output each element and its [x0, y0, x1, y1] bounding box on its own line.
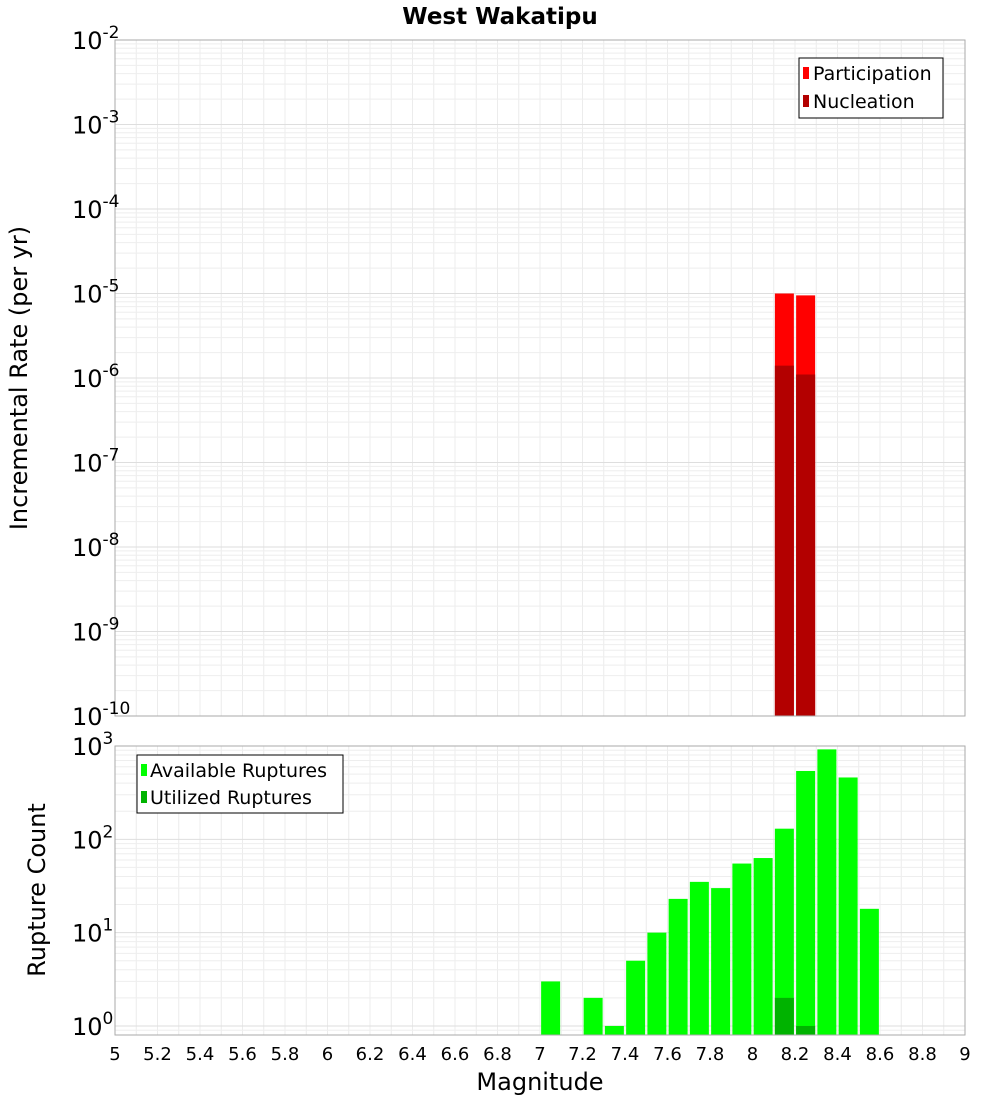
- overlay-bar-nucleation: [796, 374, 816, 716]
- y-tick-label: 100: [72, 1009, 113, 1041]
- x-tick-label: 9: [959, 1044, 970, 1065]
- bar-available-ruptures: [817, 749, 837, 1035]
- y-tick-label: 10-9: [72, 615, 120, 647]
- x-tick-label: 7.8: [696, 1044, 725, 1065]
- legend-label-available: Available Ruptures: [150, 760, 327, 782]
- legend-label-utilized: Utilized Ruptures: [150, 787, 312, 809]
- rate-legend-box: [798, 57, 944, 119]
- bar-available-ruptures: [732, 863, 752, 1035]
- legend-swatch-utilized: [141, 791, 147, 803]
- y-tick-label: 10-4: [72, 192, 120, 224]
- y-tick-label: 101: [72, 916, 113, 948]
- rate-bars: [774, 293, 816, 716]
- x-tick-label: 6: [322, 1044, 333, 1065]
- y-tick-label: 10-10: [72, 699, 130, 731]
- x-tick-label: 5.4: [186, 1044, 215, 1065]
- x-tick-label: 6.4: [398, 1044, 427, 1065]
- count-legend: Available Ruptures Utilized Ruptures: [136, 754, 344, 814]
- bar-available-ruptures: [541, 981, 561, 1035]
- x-tick-label: 5.2: [143, 1044, 172, 1065]
- x-axis-label: Magnitude: [476, 1068, 603, 1096]
- x-tick-label: 6.8: [483, 1044, 512, 1065]
- overlay-bar-nucleation: [774, 365, 794, 716]
- count-panel: 100 101 102 103 5 5.2 5.4 5.6 5.8 6 6.2 6.4 6.6 6.8 7…: [23, 729, 971, 1096]
- y-tick-label: 102: [72, 822, 113, 854]
- count-y-axis-label: Rupture Count: [23, 803, 51, 977]
- x-tick-labels: 5 5.2 5.4 5.6 5.8 6 6.2 6.4 6.6 6.8 7 7.2 7.4 7.6 7.8 8…: [109, 1044, 970, 1065]
- legend-label-nucleation: Nucleation: [813, 91, 915, 113]
- bar-available-ruptures: [796, 770, 816, 1035]
- count-y-tick-labels: 100 101 102 103: [72, 729, 113, 1041]
- bar-available-ruptures: [647, 932, 667, 1035]
- x-tick-label: 6.6: [441, 1044, 470, 1065]
- rate-gridlines: [114, 40, 966, 717]
- x-tick-label: 8.8: [908, 1044, 937, 1065]
- y-tick-label: 103: [72, 729, 113, 761]
- y-tick-label: 10-3: [72, 108, 120, 140]
- x-tick-label: 5: [109, 1044, 120, 1065]
- count-bars: [541, 749, 879, 1035]
- count-plot-border: [114, 745, 966, 1036]
- legend-label-participation: Participation: [813, 63, 932, 85]
- x-tick-label: 8.2: [781, 1044, 810, 1065]
- rate-y-tick-labels: 10-10 10-9 10-8 10-7 10-6 10-5 10-4 10-3 10-2: [72, 23, 130, 731]
- x-tick-label: 8.4: [823, 1044, 852, 1065]
- x-tick-label: 8: [747, 1044, 758, 1065]
- y-tick-label: 10-5: [72, 277, 120, 309]
- bar-available-ruptures: [689, 881, 709, 1035]
- bar-available-ruptures: [604, 1025, 624, 1035]
- legend-swatch-available: [141, 764, 147, 776]
- rate-legend: Participation Nucleation: [798, 57, 944, 119]
- bar-available-ruptures: [711, 888, 731, 1035]
- rate-y-axis-label: Incremental Rate (per yr): [5, 226, 33, 530]
- bar-available-ruptures: [753, 858, 773, 1035]
- x-tick-label: 6.2: [356, 1044, 385, 1065]
- overlay-bar-utilized-ruptures: [796, 1025, 816, 1035]
- x-tick-label: 7.6: [653, 1044, 682, 1065]
- bar-available-ruptures: [859, 908, 879, 1035]
- x-tick-label: 5.6: [228, 1044, 257, 1065]
- bar-available-ruptures: [838, 777, 858, 1035]
- overlay-bar-utilized-ruptures: [774, 997, 794, 1035]
- count-legend-box: [136, 754, 344, 814]
- bar-available-ruptures: [774, 828, 794, 1035]
- chart-title: West Wakatipu: [402, 4, 597, 30]
- legend-swatch-nucleation: [803, 95, 809, 107]
- y-tick-label: 10-8: [72, 530, 120, 562]
- legend-swatch-participation: [803, 67, 809, 79]
- bar-available-ruptures: [583, 997, 603, 1035]
- x-tick-label: 5.8: [271, 1044, 300, 1065]
- x-tick-label: 7.4: [611, 1044, 640, 1065]
- x-tick-label: 7.2: [568, 1044, 597, 1065]
- y-tick-label: 10-6: [72, 361, 120, 393]
- y-tick-label: 10-7: [72, 446, 120, 478]
- rate-plot-border: [114, 39, 966, 717]
- x-tick-label: 8.6: [866, 1044, 895, 1065]
- x-tick-label: 7: [534, 1044, 545, 1065]
- rate-panel: 10-10 10-9 10-8 10-7 10-6 10-5 10-4 10-3 10-2 In…: [5, 23, 966, 731]
- bar-available-ruptures: [668, 898, 688, 1035]
- bar-available-ruptures: [626, 960, 646, 1035]
- y-tick-label: 10-2: [72, 23, 120, 55]
